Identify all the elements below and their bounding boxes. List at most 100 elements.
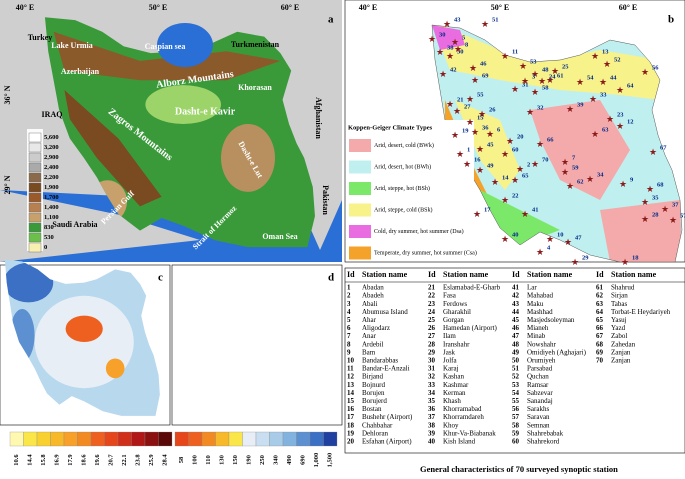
lon-label: 60° E [281, 3, 300, 12]
table-cell: 6 [347, 324, 351, 332]
table-cell: Borujerd [362, 397, 387, 405]
station-id: 53 [530, 58, 537, 65]
station-star: ★ [469, 63, 477, 73]
table-header: Station name [611, 270, 657, 279]
table-cell: Saravan [527, 413, 550, 421]
table-cell: Anar [362, 332, 377, 340]
station-star: ★ [586, 174, 594, 184]
table-cell: 39 [428, 429, 436, 437]
station-star: ★ [436, 47, 444, 57]
station-star: ★ [561, 167, 569, 177]
legend-swatch [50, 431, 65, 447]
table-cell: Zanjan [611, 357, 631, 365]
station-id: 37 [672, 201, 679, 208]
panel-a-map [0, 0, 342, 262]
station-id: 63 [602, 126, 609, 133]
table-cell: Ramsar [527, 381, 549, 389]
table-cell: Parsabad [527, 365, 553, 373]
station-id: 7 [572, 154, 576, 161]
station-star: ★ [551, 66, 559, 76]
table-cell: Jask [443, 348, 456, 356]
station-star: ★ [641, 214, 649, 224]
table-cell: 35 [428, 397, 436, 405]
table-cell: 44 [512, 308, 520, 316]
legend-label: 23.8 [135, 454, 142, 466]
station-id: 21 [457, 96, 464, 103]
station-id: 47 [575, 234, 582, 241]
legend-swatch [90, 431, 105, 447]
station-star: ★ [481, 19, 489, 29]
station-id: 65 [522, 172, 529, 179]
legend-swatch [349, 225, 371, 238]
legend-swatch [349, 139, 371, 152]
station-star: ★ [466, 94, 474, 104]
table-cell: 46 [512, 324, 520, 332]
table-cell: Hamedan (Airport) [443, 324, 498, 332]
legend-label: 490 [286, 455, 293, 465]
table-cell: 16 [347, 405, 355, 413]
legend-swatch [349, 160, 371, 174]
legend-swatch [36, 431, 51, 447]
legend-label: 1,000 [313, 453, 320, 468]
legend-label: 2,900 [44, 154, 59, 161]
legend-swatch [201, 431, 216, 447]
table-cell: Ilam [443, 332, 456, 340]
table-cell: Shahrud [611, 284, 635, 292]
station-id: 9 [630, 176, 634, 183]
legend-label: 250 [259, 455, 266, 465]
legend-swatch [174, 431, 189, 447]
table-cell: 64 [596, 308, 604, 316]
table-cell: 33 [428, 381, 436, 389]
legend-label: 100 [192, 455, 199, 465]
table-cell: 65 [596, 316, 604, 324]
legend-label: 58 [178, 456, 185, 463]
station-id: 8 [465, 41, 469, 48]
table-cell: 22 [428, 292, 436, 300]
station-star: ★ [546, 75, 554, 85]
station-star: ★ [476, 144, 484, 154]
station-star: ★ [536, 247, 544, 257]
table-cell: Abumusa Island [362, 308, 408, 316]
table-header: Station name [443, 270, 489, 279]
legend-swatch [28, 222, 42, 233]
table-cell: Mashhad [527, 308, 553, 316]
lat-label: 29° N [3, 175, 12, 194]
panel-d-map [4, 259, 160, 416]
table-cell: 32 [428, 373, 436, 381]
table-cell: 9 [347, 348, 351, 356]
station-star: ★ [446, 99, 454, 109]
legend-label: 1,700 [44, 194, 59, 201]
station-star: ★ [466, 117, 474, 127]
table-cell: 24 [428, 308, 436, 316]
legend-swatch [28, 192, 42, 203]
legend-label: 15.8 [40, 454, 47, 466]
table-cell: Bandar-E-Anzali [362, 365, 410, 373]
station-id: 48 [542, 66, 549, 73]
station-id: 39 [577, 101, 584, 108]
table-cell: 49 [512, 348, 520, 356]
table-cell: 50 [512, 357, 520, 365]
station-star: ★ [571, 257, 579, 267]
table-cell: 62 [596, 292, 604, 300]
station-id: 36 [482, 124, 489, 131]
station-star: ★ [546, 234, 554, 244]
station-star: ★ [526, 107, 534, 117]
legend-label: Arid, steppe, cold (BSk) [374, 206, 433, 213]
legend-label: 19.6 [94, 454, 101, 466]
station-id: 29 [582, 254, 589, 261]
station-id: 11 [512, 48, 518, 55]
table-cell: Zabol [611, 332, 627, 340]
table-cell: 51 [512, 365, 520, 373]
legend-label: 20.7 [108, 454, 115, 466]
table-cell: 70 [596, 357, 604, 365]
table-cell: 56 [512, 405, 520, 413]
table-cell: 26 [428, 324, 436, 332]
station-id: 28 [652, 211, 659, 218]
station-star: ★ [566, 181, 574, 191]
table-cell: 12 [347, 373, 355, 381]
station-id: 17 [484, 206, 491, 213]
table-cell: Tabas [611, 300, 628, 308]
table-cell: Abali [362, 300, 378, 308]
table-cell: Zahedan [611, 340, 636, 348]
station-id: 66 [547, 136, 554, 143]
